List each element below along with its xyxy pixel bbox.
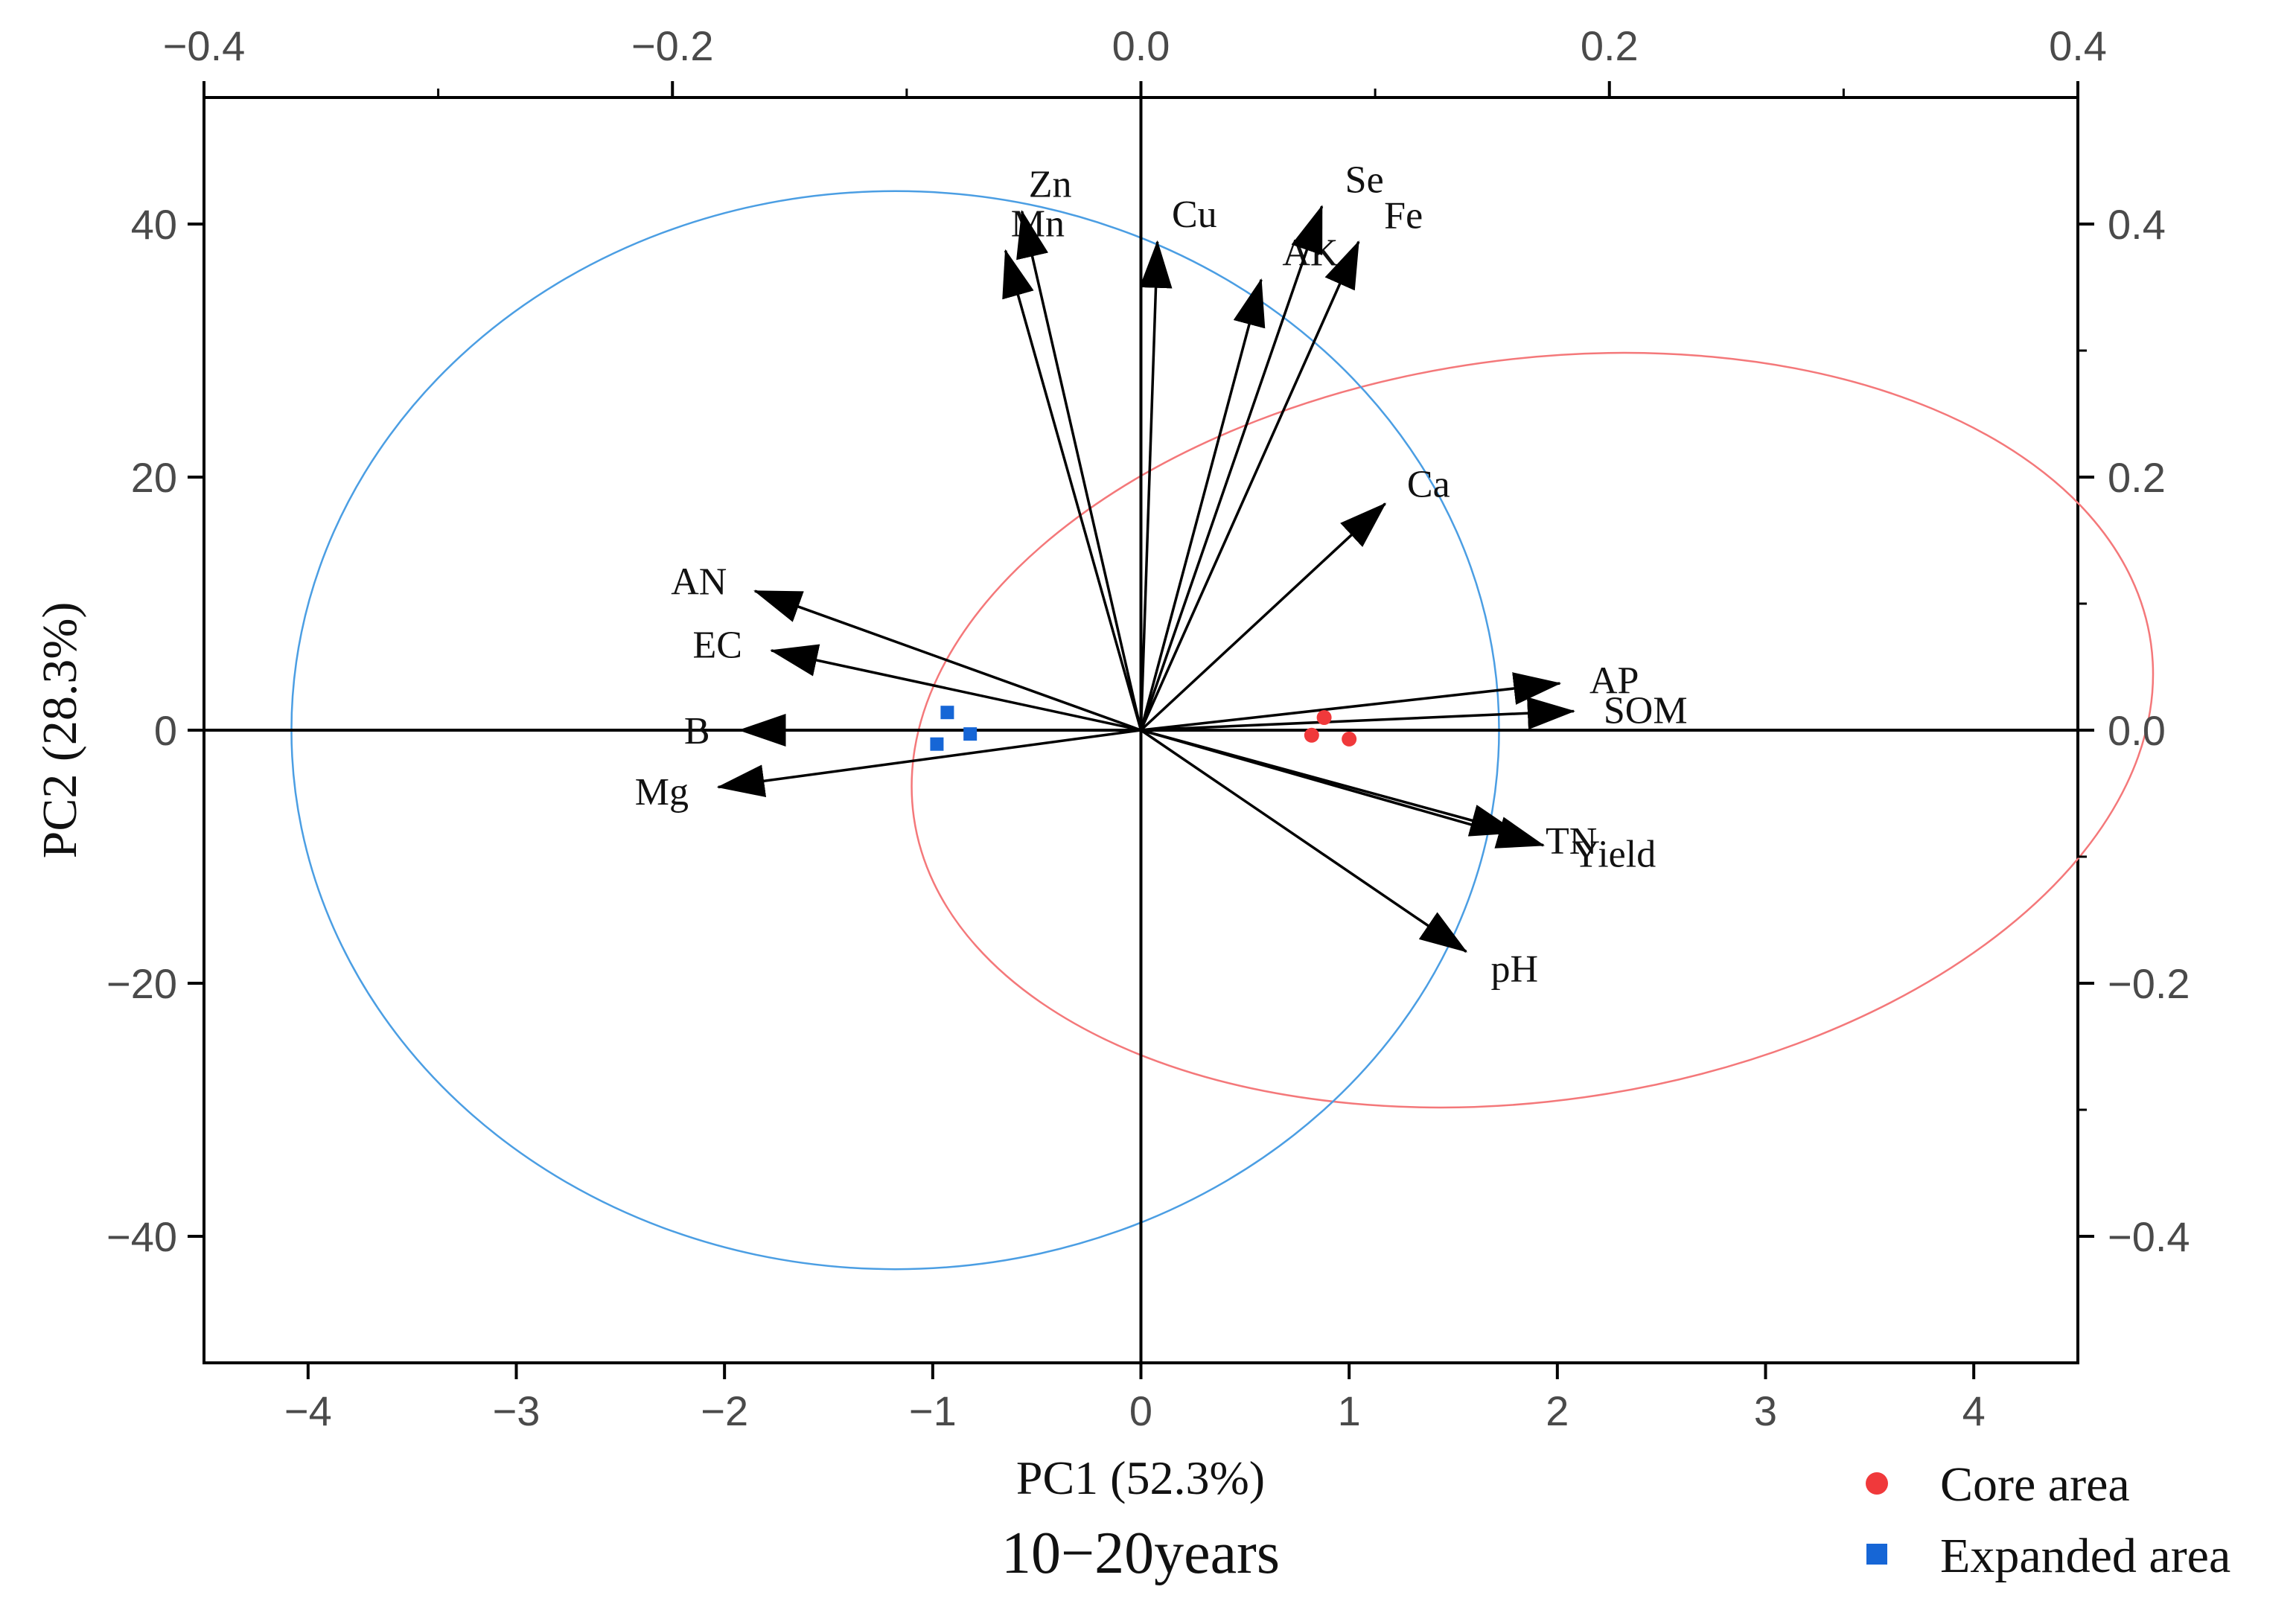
loading-arrow-zn <box>1016 210 1143 731</box>
top-tick-label: −0.2 <box>631 22 714 69</box>
score-points <box>930 706 1357 751</box>
loading-arrow-fe <box>1139 240 1360 731</box>
x-tick-label: 3 <box>1754 1387 1777 1434</box>
loading-label-cu: Cu <box>1172 194 1217 236</box>
y-tick-label: 20 <box>131 454 177 501</box>
loading-label-fe: Fe <box>1384 195 1423 237</box>
x-tick-label: 2 <box>1546 1387 1569 1434</box>
x-tick-label: −4 <box>284 1387 332 1434</box>
loading-label-mn: Mn <box>1011 202 1065 245</box>
loading-label-tn: TN <box>1546 820 1597 863</box>
right-tick-label: 0.4 <box>2108 201 2166 248</box>
loading-arrow-cu <box>1139 240 1173 731</box>
core-area-point <box>1316 710 1332 725</box>
loading-label-som: SOM <box>1604 690 1688 732</box>
core-area-point <box>1304 727 1319 743</box>
right-tick-label: −0.4 <box>2108 1213 2190 1260</box>
loading-label-b: B <box>684 710 710 753</box>
x-tick-label: 0 <box>1129 1387 1152 1434</box>
right-tick-label: 0.2 <box>2108 454 2166 501</box>
y-tick-label: 40 <box>131 201 177 248</box>
top-tick-label: 0.0 <box>1112 22 1170 69</box>
legend: Core area Expanded area <box>1866 1457 2230 1583</box>
legend-core-marker <box>1866 1472 1888 1495</box>
legend-core-label: Core area <box>1940 1457 2130 1512</box>
loading-label-ph: pH <box>1490 948 1538 991</box>
legend-expanded-marker <box>1866 1544 1887 1565</box>
loading-label-an: AN <box>671 560 727 603</box>
right-tick-label: −0.2 <box>2108 960 2190 1007</box>
loading-arrow-ph <box>1140 729 1468 953</box>
loading-label-ap: AP <box>1589 660 1639 703</box>
top-tick-label: −0.4 <box>163 22 246 69</box>
loading-arrow-mg <box>716 729 1141 798</box>
loading-arrow-ca <box>1140 502 1387 732</box>
x-tick-label: −3 <box>493 1387 540 1434</box>
core-area-point <box>1342 731 1357 747</box>
x-axis-title: PC1 (52.3%) <box>1016 1451 1265 1504</box>
loading-arrow-ec <box>770 644 1141 732</box>
loading-arrow-se <box>1139 205 1324 731</box>
loading-label-yield: Yield <box>1572 834 1656 876</box>
loading-label-zn: Zn <box>1029 164 1072 206</box>
loading-label-se: Se <box>1345 159 1384 201</box>
loading-arrow-an <box>753 589 1142 732</box>
x-tick-label: 1 <box>1338 1387 1361 1434</box>
y-axis-title: PC2 (28.3%) <box>33 602 87 859</box>
axis-ticks: −4 −3 −2 −1 0 1 2 3 4 −40 −20 0 20 40 −0.4 −0.2 0.0 0.2 0.… <box>106 22 2190 1434</box>
expanded-area-point <box>940 706 954 720</box>
right-tick-label: 0.0 <box>2108 707 2166 754</box>
x-tick-label: −2 <box>701 1387 748 1434</box>
loading-label-ca: Ca <box>1407 463 1450 505</box>
x-tick-label: −1 <box>909 1387 957 1434</box>
chart-subtitle: 10−20years <box>1001 1521 1280 1586</box>
loading-arrow-som <box>1141 697 1575 732</box>
loading-label-ec: EC <box>693 624 742 666</box>
loading-arrow-mn <box>1002 249 1143 731</box>
x-tick-label: 4 <box>1962 1387 1986 1434</box>
y-tick-label: 0 <box>154 707 177 754</box>
top-tick-label: 0.4 <box>2049 22 2107 69</box>
loading-label-mg: Mg <box>635 771 689 814</box>
legend-expanded-label: Expanded area <box>1940 1529 2230 1583</box>
loading-arrow-yield <box>1141 729 1546 849</box>
expanded-area-point <box>930 737 944 751</box>
expanded-area-point <box>963 727 978 741</box>
y-tick-label: −20 <box>106 960 177 1007</box>
core-area-ellipse <box>911 351 2155 1109</box>
y-tick-label: −40 <box>106 1213 177 1260</box>
top-tick-label: 0.2 <box>1581 22 1639 69</box>
loading-arrow-ak <box>1139 278 1266 731</box>
loading-arrow-ap <box>1141 672 1562 732</box>
